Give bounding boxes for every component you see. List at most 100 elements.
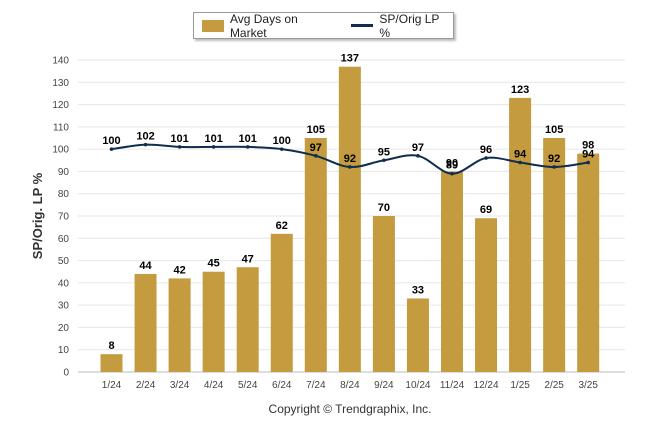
y-tick-label: 0: [63, 368, 69, 379]
line-point: [552, 165, 556, 169]
bar: [202, 271, 225, 372]
y-tick-label: 140: [52, 56, 69, 67]
line-value-label: 102: [136, 131, 154, 143]
bar-value-label: 47: [242, 253, 254, 265]
legend-item-bars[interactable]: Avg Days on Market: [194, 12, 337, 40]
line-value-label: 96: [480, 144, 492, 156]
y-tick-label: 10: [58, 345, 70, 356]
bar: [304, 138, 327, 372]
x-tick-label: 10/24: [405, 380, 430, 391]
y-axis: 0 10 20 30 40 50 60 70 80 90 100 110 120 130 140: [52, 56, 69, 379]
line-value-label: 101: [204, 133, 222, 145]
bar-value-label: 123: [511, 84, 529, 96]
line-point: [177, 145, 182, 149]
x-tick-label: 4/24: [204, 380, 224, 391]
y-tick-label: 50: [58, 256, 70, 267]
y-tick-label: 100: [52, 145, 69, 156]
line-point: [416, 154, 420, 158]
line-point: [211, 145, 216, 149]
line-point: [245, 145, 250, 149]
x-tick-label: 2/25: [544, 380, 564, 391]
x-tick-label: 3/25: [578, 380, 598, 391]
x-tick-label: 9/24: [374, 380, 394, 391]
x-tick-label: 6/24: [272, 380, 292, 391]
line-value-label: 94: [582, 149, 595, 161]
x-tick-label: 1/24: [102, 380, 122, 391]
bar: [236, 267, 259, 372]
y-tick-label: 130: [52, 78, 69, 89]
line-point: [586, 160, 590, 165]
line-series: [109, 142, 590, 176]
line-point: [109, 147, 114, 151]
bar: [406, 298, 429, 372]
bar: [509, 97, 532, 372]
x-tick-label: 8/24: [340, 380, 360, 391]
line-point: [450, 171, 454, 176]
bar-value-label: 42: [173, 264, 185, 276]
line-value-label: 95: [378, 146, 390, 158]
line-swatch-icon: [351, 24, 374, 27]
bar: [441, 171, 463, 372]
y-tick-label: 40: [58, 278, 70, 289]
line-value-label: 92: [548, 153, 560, 165]
bar-value-label: 44: [139, 260, 152, 272]
bar: [475, 218, 498, 372]
line-value-label: 89: [446, 160, 458, 172]
bar: [543, 138, 566, 372]
y-tick-label: 70: [58, 212, 70, 223]
bar-value-label: 98: [582, 140, 594, 152]
bar: [338, 66, 361, 372]
legend-item-line[interactable]: SP/Orig LP %: [337, 12, 453, 40]
y-axis-label: SP/Orig. LP %: [30, 172, 45, 259]
copyright-text: Copyright © Trendgraphix, Inc.: [268, 402, 432, 416]
legend: Avg Days on Market SP/Orig LP %: [193, 12, 454, 40]
line-point: [484, 156, 488, 160]
line-point: [143, 142, 148, 147]
line-value-label: 92: [344, 153, 356, 165]
line-value-label: 101: [239, 133, 257, 145]
x-axis: 1/24 2/24 3/24 4/24 5/24 6/24 7/24 8/24 9/24 10/2…: [102, 380, 599, 391]
x-tick-label: 3/24: [170, 380, 190, 391]
x-tick-label: 12/24: [474, 380, 499, 391]
line-value-label: 100: [102, 135, 120, 147]
bar-value-label: 105: [307, 124, 325, 136]
bar-swatch-icon: [202, 19, 224, 32]
bar-value-label: 105: [545, 124, 563, 136]
bar-value-label: 70: [378, 202, 390, 214]
y-tick-label: 120: [52, 100, 69, 111]
bar-value-label: 137: [341, 53, 359, 65]
y-tick-label: 60: [58, 234, 70, 245]
y-tick-label: 110: [53, 122, 69, 133]
line-value-label: 97: [412, 142, 424, 154]
bar: [270, 233, 293, 372]
x-tick-label: 1/25: [510, 380, 530, 391]
legend-bar-label: Avg Days on Market: [229, 11, 298, 40]
x-tick-label: 11/24: [440, 380, 465, 391]
x-tick-label: 2/24: [136, 380, 156, 391]
y-tick-label: 80: [58, 189, 70, 200]
line-value-label: 101: [170, 133, 188, 145]
bar: [372, 216, 395, 372]
x-tick-label: 7/24: [306, 380, 326, 391]
line-value-label: 94: [514, 149, 527, 161]
bar-value-label: 90: [446, 157, 458, 169]
bar-value-label: 33: [412, 284, 424, 296]
bar: [134, 273, 157, 372]
bar: [577, 153, 600, 372]
line-point: [314, 154, 318, 158]
bar-value-label: 69: [480, 204, 492, 216]
y-tick-label: 20: [58, 323, 70, 334]
line-point: [279, 147, 284, 151]
y-tick-label: 90: [58, 167, 70, 178]
line-point: [348, 165, 352, 169]
y-tick-label: 30: [58, 301, 70, 312]
bar: [168, 278, 191, 372]
x-tick-label: 5/24: [238, 380, 258, 391]
bar-value-label: 62: [276, 220, 288, 232]
bar: [100, 354, 123, 372]
line-value-label: 97: [310, 142, 322, 154]
line-point: [382, 158, 386, 163]
bar-series: [100, 66, 600, 372]
legend-line-label: SP/Orig LP %: [379, 11, 440, 40]
